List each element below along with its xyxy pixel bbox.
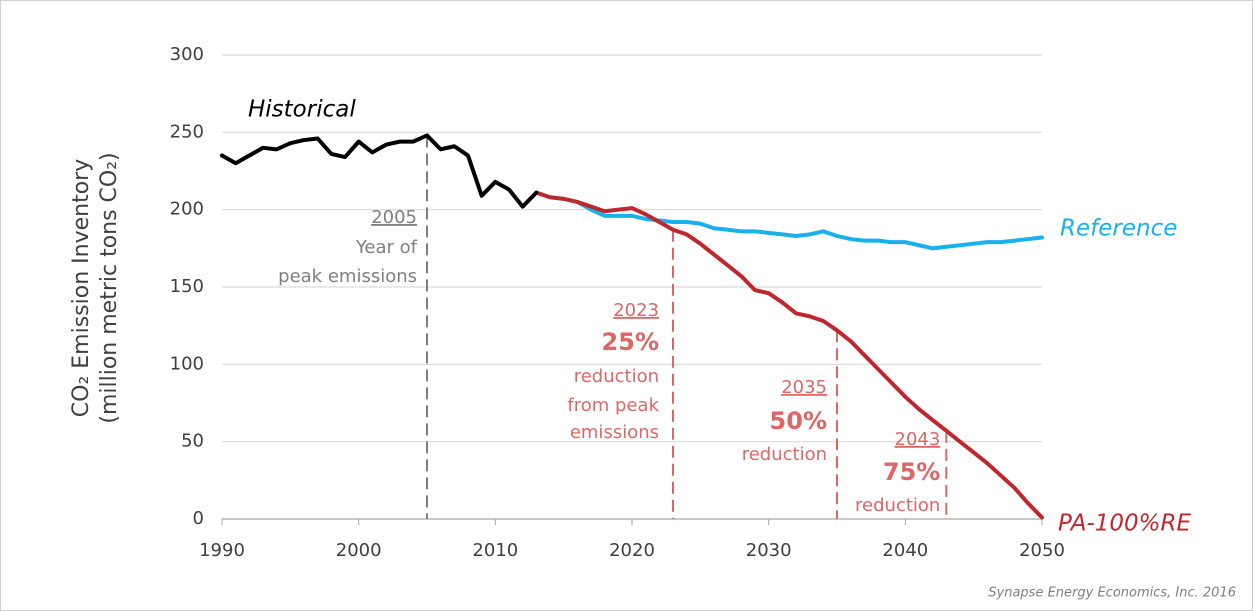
y-tick-label: 100 bbox=[170, 353, 204, 374]
annotation-text: reduction bbox=[855, 495, 940, 516]
annotation-text: 2043 bbox=[895, 429, 941, 450]
series-line bbox=[534, 190, 1044, 520]
series-line bbox=[534, 190, 1044, 251]
series-label: PA-100%RE bbox=[1058, 511, 1191, 537]
x-tick-label: 2020 bbox=[609, 540, 655, 561]
source: Synapse Energy Economics, Inc. 2016 bbox=[988, 586, 1236, 601]
annotation-text: 25% bbox=[602, 328, 659, 356]
y-tick-label: 150 bbox=[170, 276, 204, 297]
x-tick-label: 2050 bbox=[1019, 540, 1065, 561]
x-tick-label: 1990 bbox=[199, 540, 245, 561]
y-tick-label: 200 bbox=[170, 199, 204, 220]
annotation-text: 50% bbox=[770, 407, 827, 435]
y-tick-label: 50 bbox=[181, 431, 204, 452]
x-tick-label: 2040 bbox=[882, 540, 928, 561]
x-tick-label: 2000 bbox=[336, 540, 382, 561]
y-axis-label: (million metric tons CO₂) bbox=[97, 152, 122, 423]
series-label: Historical bbox=[248, 97, 356, 123]
series-label: Reference bbox=[1060, 216, 1177, 242]
annotation-text: 2005 bbox=[371, 207, 417, 228]
y-tick-label: 0 bbox=[193, 508, 204, 529]
annotation-text: 2035 bbox=[781, 377, 827, 398]
annotation-text: emissions bbox=[570, 422, 659, 443]
annotation-text: reduction bbox=[574, 366, 659, 387]
y-tick-label: 300 bbox=[170, 44, 204, 65]
annotation-text: 75% bbox=[883, 458, 940, 486]
annotation-text: Year of bbox=[355, 237, 418, 258]
annotation-text: reduction bbox=[742, 444, 827, 465]
annotation-text: peak emissions bbox=[278, 266, 417, 287]
y-tick-label: 250 bbox=[170, 121, 204, 142]
series-line bbox=[220, 133, 539, 209]
annotation-text: from peak bbox=[567, 395, 659, 416]
x-tick-label: 2030 bbox=[746, 540, 792, 561]
annotation-text: 2023 bbox=[613, 300, 659, 321]
y-axis-label: CO₂ Emission Inventory bbox=[69, 159, 94, 417]
x-tick-label: 2010 bbox=[472, 540, 518, 561]
